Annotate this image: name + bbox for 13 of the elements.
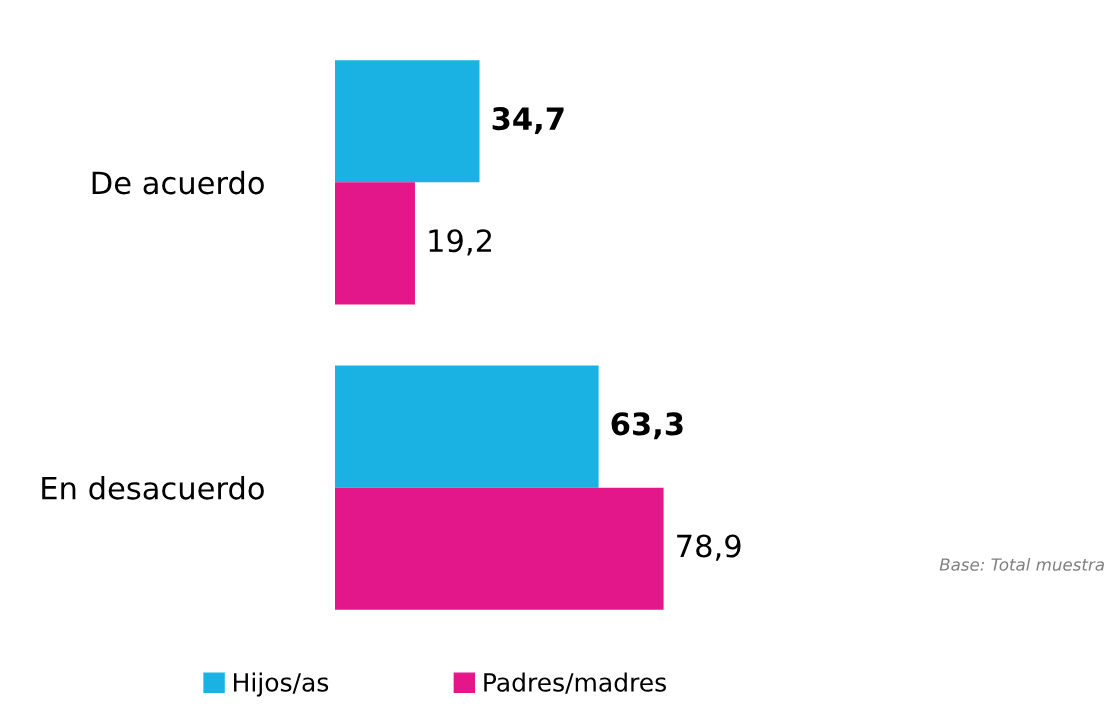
bar — [335, 60, 480, 183]
data-label: 78,9 — [677, 534, 741, 561]
data-label: 19,2 — [429, 229, 492, 256]
legend-label: Hijos/as — [234, 672, 329, 697]
legend-label: Padres/madres — [484, 672, 666, 694]
bar — [335, 365, 599, 488]
y-tick-label: En desacuerdo — [42, 476, 264, 500]
data-label: 34,7 — [492, 107, 564, 135]
y-tick-label: De acuerdo — [92, 170, 264, 195]
data-label: 63,3 — [611, 412, 683, 440]
text: Base: Total muestra — [939, 557, 1104, 571]
bar — [335, 182, 415, 305]
bar — [335, 487, 664, 610]
